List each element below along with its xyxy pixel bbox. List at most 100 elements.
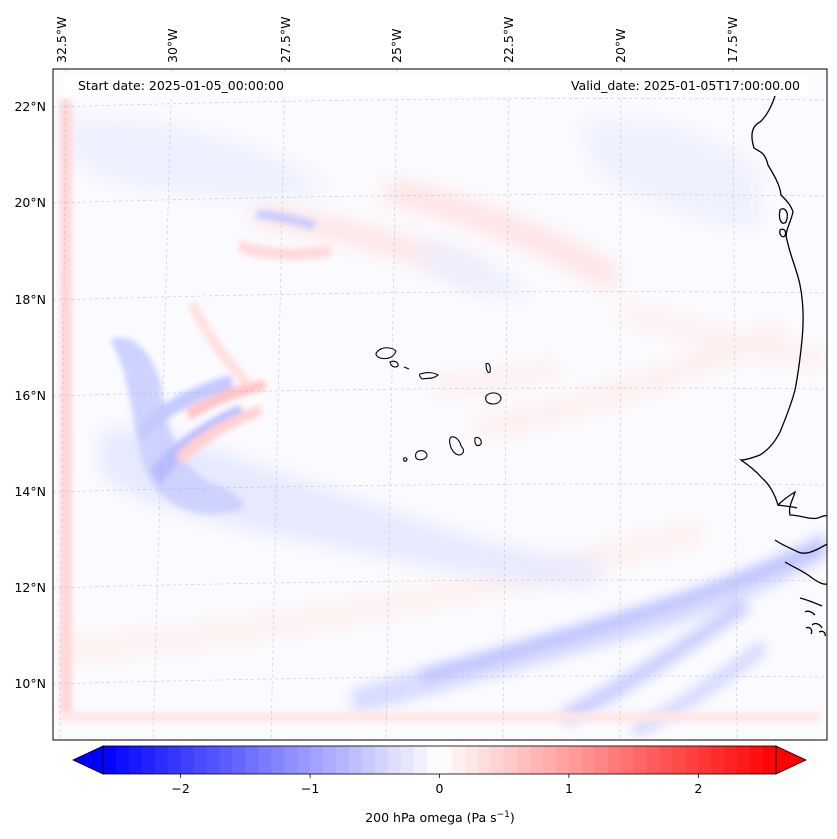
island-maio <box>474 436 482 447</box>
colorbar-cell <box>685 746 699 774</box>
parallel-12n <box>53 579 827 589</box>
colorbar-cell <box>167 746 182 774</box>
latitude-labels: 22°N 20°N 18°N 16°N 14°N 12°N 10°N <box>14 99 46 691</box>
colorbar-cell <box>258 746 272 774</box>
meridian-25w <box>385 69 398 740</box>
island-brava <box>403 457 408 462</box>
colorbar-cell <box>400 746 415 774</box>
valid-date-label: Valid_date: 2025-01-05T17:00:00.00 <box>571 78 800 93</box>
parallel-22n <box>53 98 827 108</box>
graticule <box>53 69 827 740</box>
colorbar-cell <box>555 746 570 774</box>
colorbar-cell <box>504 746 518 774</box>
colorbar-cell <box>103 746 117 774</box>
lon-label-30w: 30°W <box>165 28 180 63</box>
island-sao-nicolau <box>419 372 439 380</box>
colorbar-cell <box>594 746 609 774</box>
meridian-27-5w <box>270 69 286 740</box>
meridian-20w <box>619 69 622 740</box>
parallel-18n <box>53 291 827 301</box>
longitude-labels: 32.5°W 30°W 27.5°W 25°W 22.5°W 20°W 17.5… <box>54 17 740 63</box>
colorbar-cell <box>115 746 130 774</box>
colorbar-cell <box>361 746 376 774</box>
colorbar-cell <box>154 746 169 774</box>
colorbar-label-exponent: −1 <box>497 810 510 820</box>
colorbar-cell <box>284 746 298 774</box>
meridian-22-5w <box>502 69 510 740</box>
colorbar-tick-label: 0 <box>436 781 444 796</box>
start-date-label: Start date: 2025-01-05_00:00:00 <box>78 78 284 93</box>
island-sal <box>485 362 491 374</box>
omega-field <box>60 100 826 738</box>
colorbar-cell <box>219 746 234 774</box>
meridian-32-5w <box>59 69 67 740</box>
colorbar-cell <box>439 746 454 774</box>
colorbar-label-suffix: ) <box>510 810 515 825</box>
colorbar-cell <box>763 746 777 774</box>
colorbar-label: 200 hPa omega (Pa s−1) <box>365 810 515 825</box>
colorbar-cell <box>465 746 479 774</box>
colorbar: −2 −1 0 1 2 200 hPa omega (Pa s−1) <box>72 745 807 825</box>
colorbar-cell <box>530 746 544 774</box>
colorbar-cell <box>374 746 389 774</box>
lat-label-10n: 10°N <box>14 676 46 691</box>
colorbar-cell <box>543 746 557 774</box>
colorbar-extend-high <box>775 745 807 775</box>
island-boa-vista <box>484 392 502 405</box>
island-sao-vicente <box>389 360 399 368</box>
meridian-17-5w <box>732 69 738 740</box>
boundary-artifacts <box>60 100 820 722</box>
colorbar-label-prefix: 200 hPa omega (Pa s <box>365 810 496 825</box>
colorbar-cell <box>387 746 402 774</box>
island-santo-antao <box>375 347 397 360</box>
parallel-14n <box>53 483 827 493</box>
colorbar-cell <box>478 746 492 774</box>
lat-label-14n: 14°N <box>14 484 46 499</box>
colorbar-cell <box>633 746 648 774</box>
colorbar-cells <box>103 746 777 774</box>
colorbar-cell <box>659 746 674 774</box>
colorbar-cell <box>193 746 208 774</box>
coastlines <box>738 83 827 637</box>
colorbar-cell <box>724 746 738 774</box>
lon-label-32-5w: 32.5°W <box>54 17 69 63</box>
bijagos-coast <box>784 561 827 585</box>
bijagos-islands <box>804 610 826 637</box>
colorbar-tick-label: −2 <box>171 781 189 796</box>
lon-label-27-5w: 27.5°W <box>278 17 293 63</box>
parallel-10n <box>53 675 827 685</box>
lat-label-18n: 18°N <box>14 292 46 307</box>
colorbar-cell <box>310 746 324 774</box>
colorbar-cell <box>245 746 259 774</box>
ascent-areas <box>60 117 760 585</box>
lat-label-12n: 12°N <box>14 580 46 595</box>
island-fogo <box>415 450 428 461</box>
colorbar-cell <box>672 746 686 774</box>
island-santiago <box>449 436 465 456</box>
lat-label-16n: 16°N <box>14 388 46 403</box>
colorbar-cell <box>646 746 661 774</box>
colorbar-tick-label: −1 <box>301 781 319 796</box>
colorbar-tick-label: 1 <box>565 781 573 796</box>
colorbar-cell <box>348 746 363 774</box>
colorbar-extend-low <box>72 745 104 775</box>
colorbar-cell <box>698 746 712 774</box>
colorbar-cell <box>517 746 531 774</box>
lon-label-22-5w: 22.5°W <box>501 17 516 63</box>
colorbar-cell <box>581 746 596 774</box>
lat-label-20n: 20°N <box>14 195 46 210</box>
colorbar-cell <box>413 746 428 774</box>
coastal-island <box>778 208 788 224</box>
colorbar-cell <box>232 746 246 774</box>
parallel-20n <box>53 194 827 204</box>
colorbar-cell <box>426 746 441 774</box>
colorbar-cell <box>620 746 635 774</box>
lat-label-22n: 22°N <box>14 99 46 114</box>
colorbar-cell <box>180 746 195 774</box>
africa-coastline <box>738 83 827 520</box>
lon-label-17-5w: 17.5°W <box>725 17 740 63</box>
colorbar-cell <box>568 746 583 774</box>
colorbar-cell <box>271 746 285 774</box>
coastal-island-small <box>779 228 787 238</box>
colorbar-ticks: −2 −1 0 1 2 <box>171 774 702 796</box>
